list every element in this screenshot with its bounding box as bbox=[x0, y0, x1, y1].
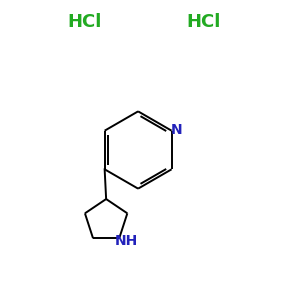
Text: HCl: HCl bbox=[68, 13, 102, 31]
Text: N: N bbox=[171, 123, 183, 137]
Text: HCl: HCl bbox=[186, 13, 221, 31]
Text: NH: NH bbox=[115, 234, 138, 248]
